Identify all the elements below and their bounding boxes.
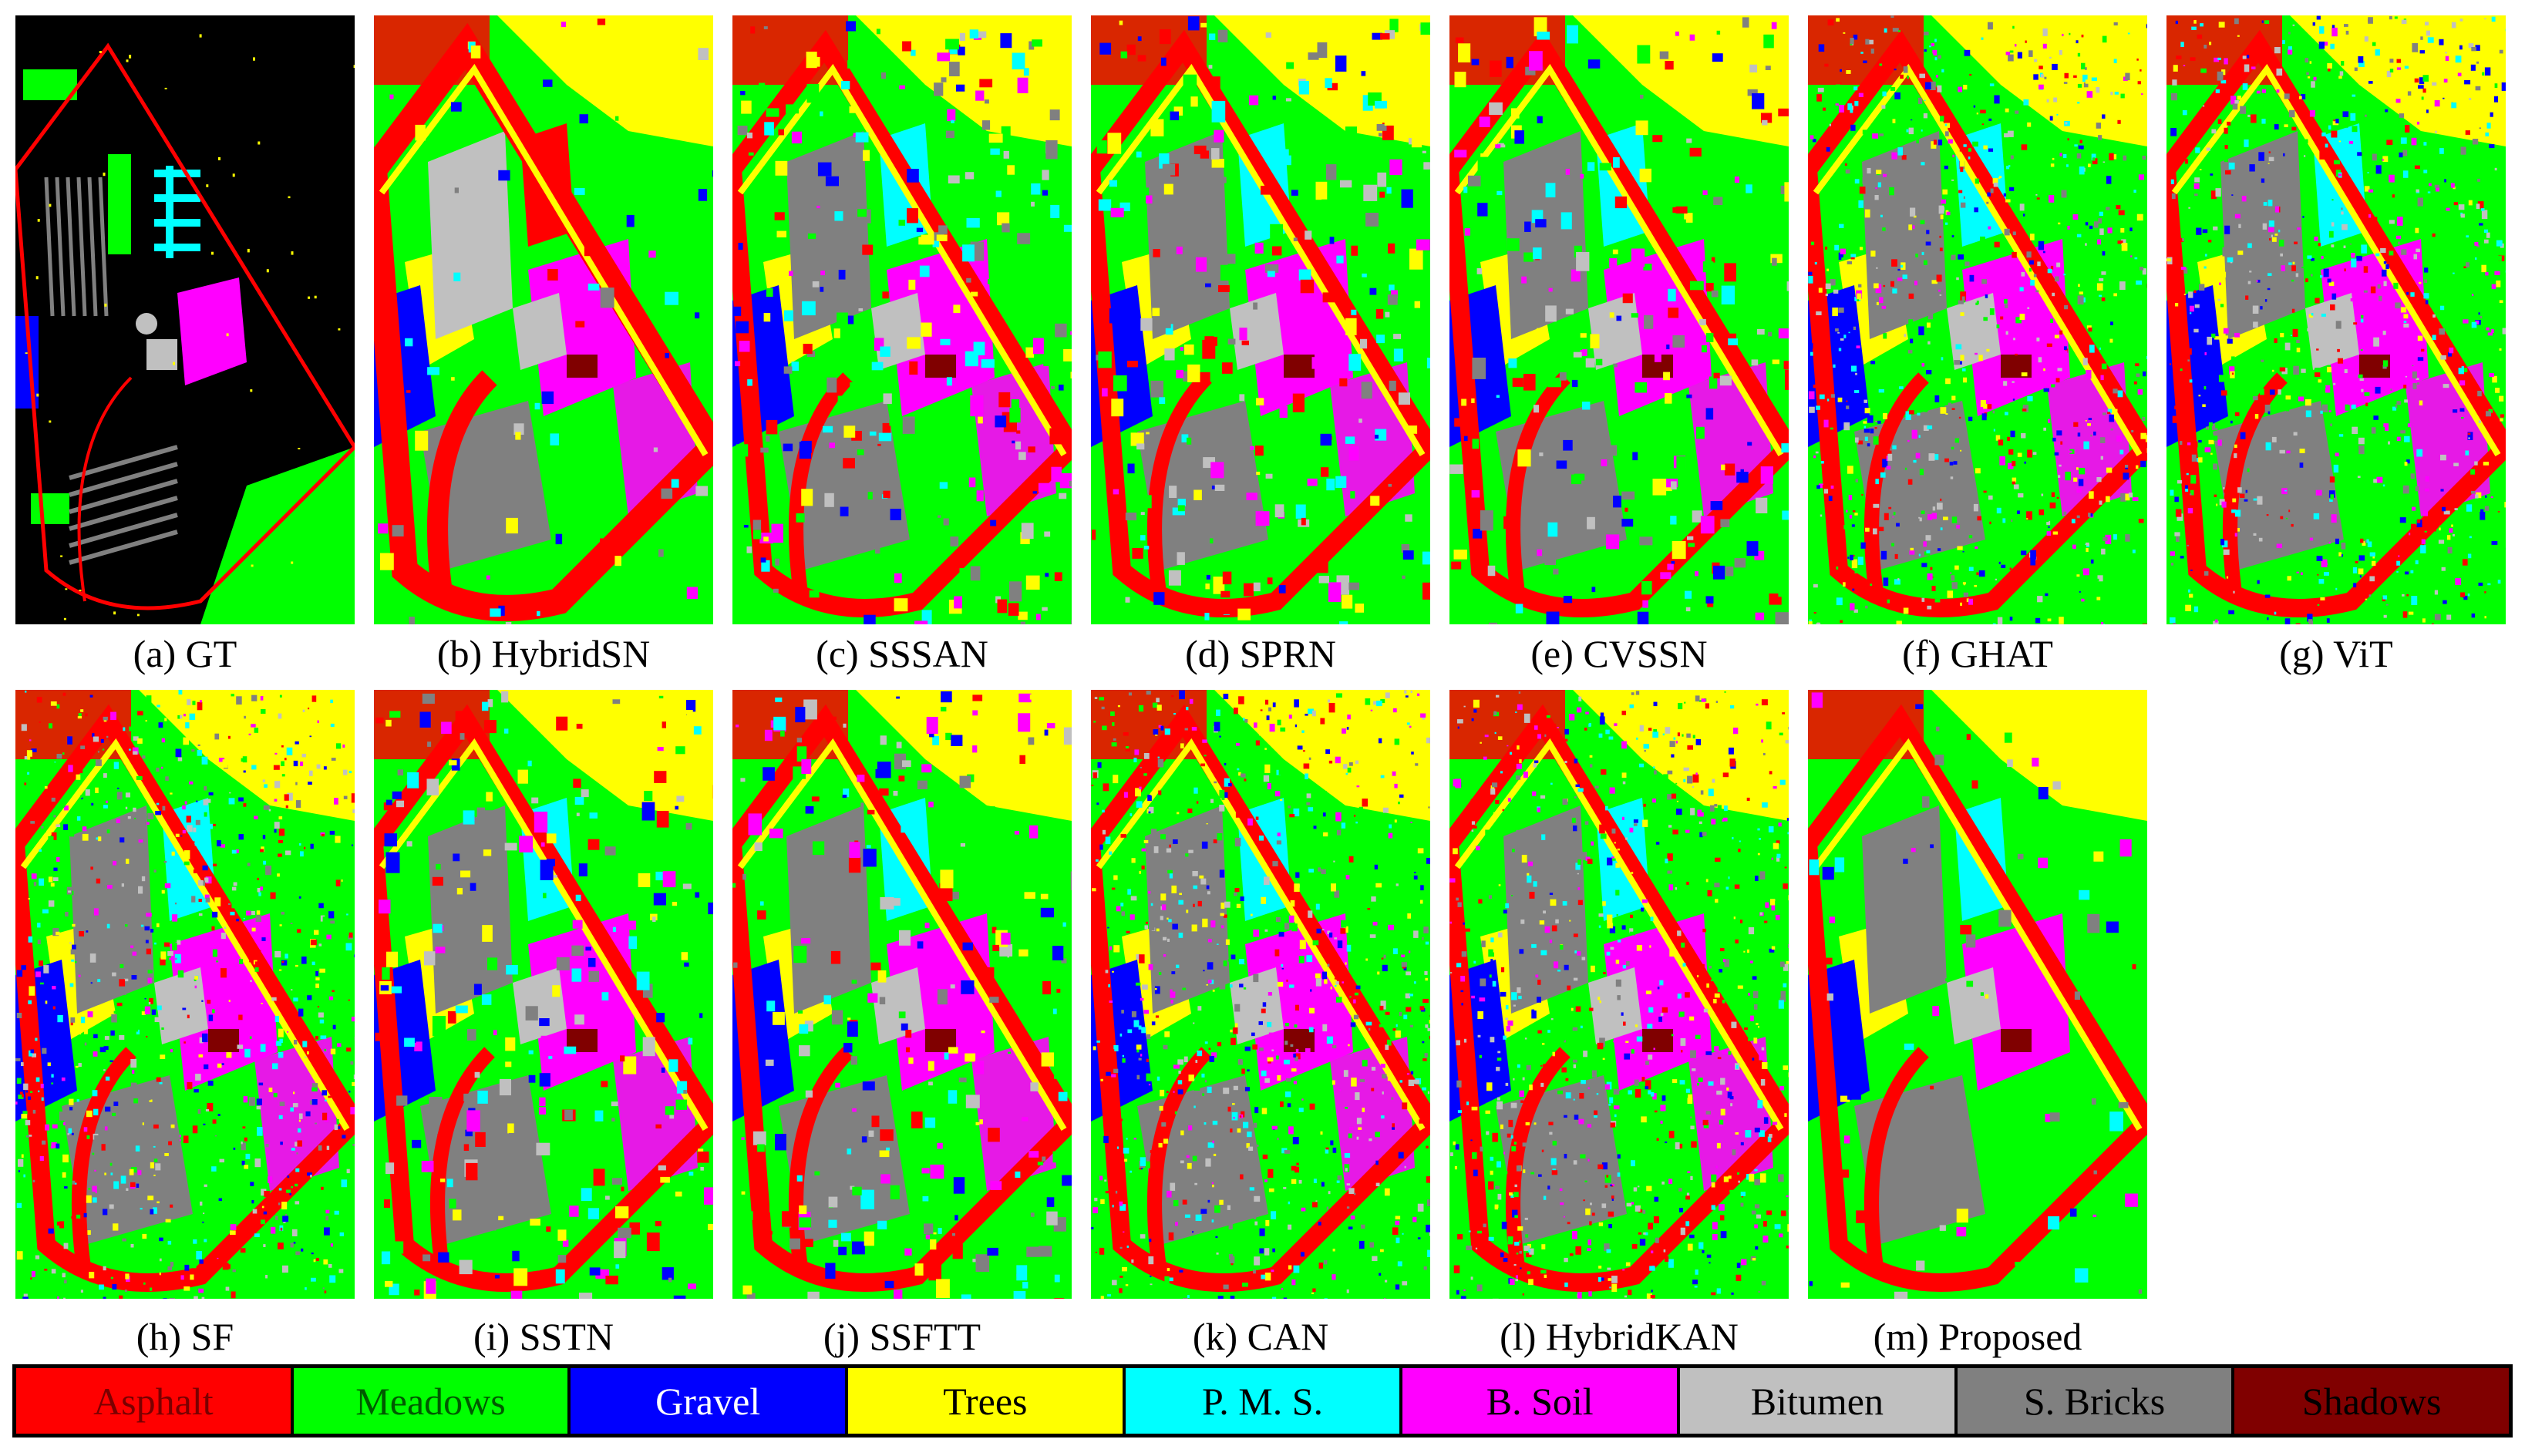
caption-can: (k) CAN [1192,1315,1329,1358]
classification-map-sssan [732,15,1072,624]
map-image-can [1091,690,1430,1299]
classification-map-gt [15,15,355,624]
caption-cvssn: (e) CVSSN [1530,632,1708,675]
caption-hybridsn: (b) HybridSN [436,632,651,675]
map-image-ghat [1808,15,2147,624]
legend-item-b-soil: B. Soil [1402,1368,1681,1434]
classification-map-ssftt [732,690,1072,1299]
map-image-hybridkan [1449,690,1789,1299]
map-image-sstn [374,690,713,1299]
map-image-vit [2166,15,2506,624]
legend-item-p-m-s: P. M. S. [1125,1368,1403,1434]
legend-item-trees: Trees [848,1368,1126,1434]
map-image-hybridsn [374,15,713,624]
classification-map-proposed [1808,690,2147,1299]
classification-map-can [1091,690,1430,1299]
caption-hybridkan: (l) HybridKAN [1500,1315,1739,1358]
classification-map-hybridkan [1449,690,1789,1299]
map-image-sf [15,690,355,1299]
caption-sprn: (d) SPRN [1185,632,1336,675]
caption-sf: (h) SF [136,1315,234,1358]
legend-item-bitumen: Bitumen [1680,1368,1958,1434]
caption-sstn: (i) SSTN [473,1315,614,1358]
caption-ghat: (f) GHAT [1902,632,2053,675]
map-image-cvssn [1449,15,1789,624]
map-image-sprn [1091,15,1430,624]
caption-sssan: (c) SSSAN [816,632,988,675]
legend-item-shadows: Shadows [2234,1368,2510,1434]
classification-map-sstn [374,690,713,1299]
caption-vit: (g) ViT [2279,632,2393,675]
legend-item-s-bricks: S. Bricks [1957,1368,2235,1434]
classification-map-ghat [1808,15,2147,624]
classification-map-cvssn [1449,15,1789,624]
map-image-ssftt [732,690,1072,1299]
classification-map-hybridsn [374,15,713,624]
classification-map-sf [15,690,355,1299]
caption-ssftt: (j) SSFTT [823,1315,981,1358]
classification-map-vit [2166,15,2506,624]
caption-gt: (a) GT [133,632,237,675]
map-image-sssan [732,15,1072,624]
map-image-proposed [1808,690,2147,1299]
caption-proposed: (m) Proposed [1873,1315,2082,1358]
class-legend: Asphalt Meadows Gravel Trees P. M. S. B. Soil… [12,1364,2513,1438]
map-image-gt [15,15,355,624]
legend-item-gravel: Gravel [571,1368,849,1434]
legend-item-asphalt: Asphalt [16,1368,294,1434]
legend-item-meadows: Meadows [293,1368,571,1434]
classification-map-sprn [1091,15,1430,624]
